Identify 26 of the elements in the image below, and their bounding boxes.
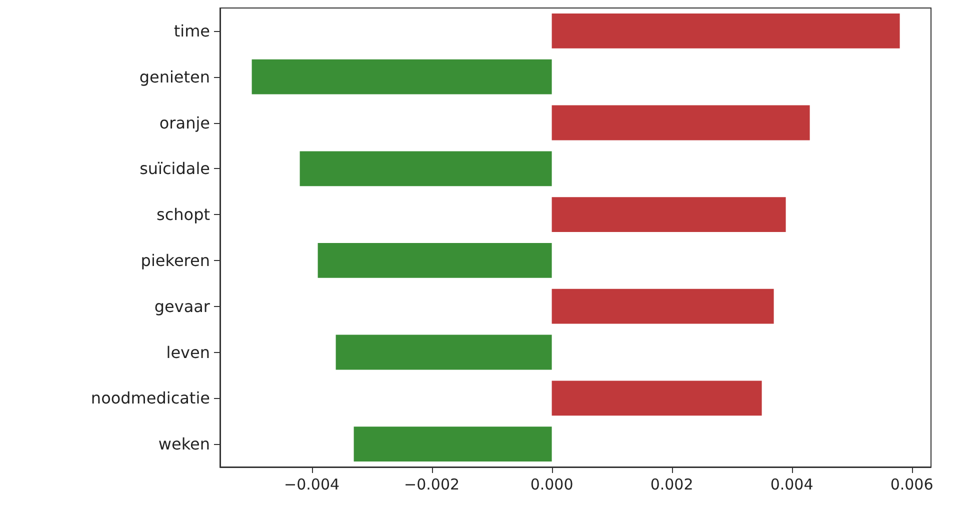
y-tick-label: leven (166, 342, 210, 362)
x-tick-label: 0.002 (650, 476, 694, 494)
x-tick-label: 0.006 (890, 476, 934, 494)
y-tick-label: schopt (156, 205, 210, 224)
bar (552, 197, 786, 232)
y-tick-label: weken (158, 434, 210, 454)
bar (552, 105, 810, 140)
y-tick-label: suïcidale (140, 159, 210, 178)
x-tick-label: 0.004 (770, 476, 814, 494)
y-tick-label: noodmedicatie (90, 388, 210, 408)
x-tick-label: −0.002 (404, 476, 460, 494)
x-tick-label: 0.000 (530, 476, 574, 494)
y-tick-label: time (174, 21, 210, 40)
y-tick-label: oranje (159, 113, 210, 132)
bar (552, 288, 774, 324)
bar (354, 426, 552, 462)
bar (318, 243, 552, 278)
y-tick-label: gevaar (154, 296, 210, 316)
bar (552, 14, 900, 48)
x-tick-label: −0.004 (284, 476, 340, 494)
y-tick-label: piekeren (140, 250, 210, 270)
bar (552, 380, 762, 416)
bar (252, 59, 552, 94)
bar (300, 151, 552, 186)
bar (336, 334, 552, 370)
y-tick-label: genieten (139, 67, 210, 86)
